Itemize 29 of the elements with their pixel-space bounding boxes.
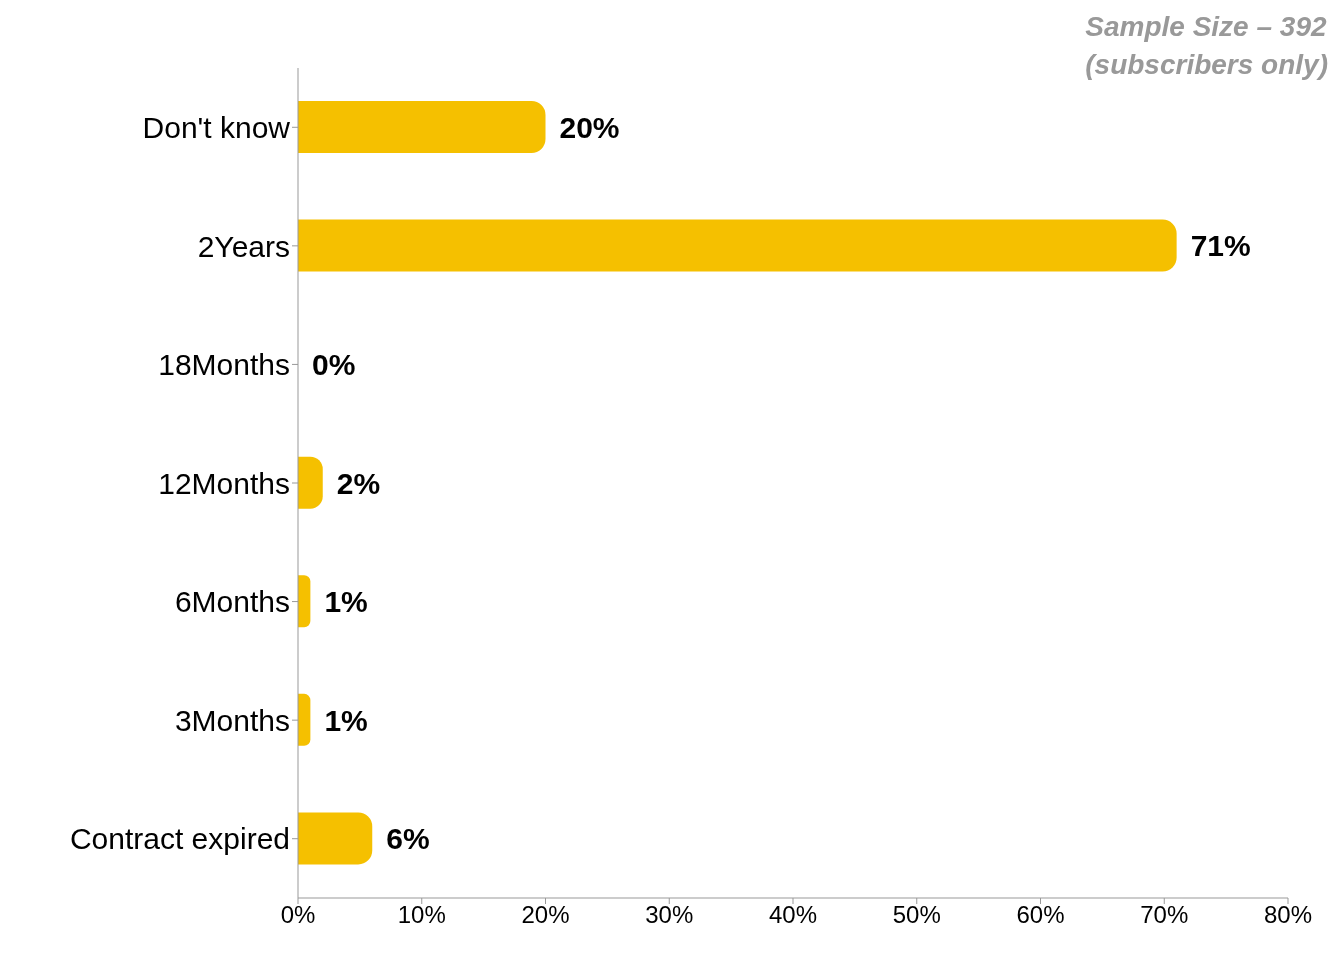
text: Sample Size – 392 <box>1085 10 1328 44</box>
x-tick-label: 70% <box>1140 901 1189 929</box>
annotation: (subscribers only) <box>1085 48 1328 82</box>
y-tick-label: 2Years <box>197 229 290 263</box>
y-tick-label: 18Months <box>158 348 290 382</box>
y-tick-label: 6Months <box>174 585 290 619</box>
data-label: 1% <box>324 585 368 619</box>
bar <box>298 456 323 509</box>
y-tick-label: 12Months <box>158 466 290 500</box>
data-label: 71% <box>1190 229 1251 263</box>
data-label: 2% <box>336 466 381 500</box>
x-tick-label: 40% <box>768 901 818 929</box>
x-tick-label: 60% <box>1016 901 1065 929</box>
y-tick-label: 3Months <box>174 703 290 737</box>
data-label: 0% <box>312 347 356 381</box>
x-tick-label: 0% <box>280 901 316 929</box>
y-tick-label: Don't know <box>142 110 291 144</box>
x-tick-label: 30% <box>645 901 694 929</box>
bar <box>298 812 373 865</box>
x-tick-label: 20% <box>521 901 570 929</box>
data-label: 20% <box>559 110 620 144</box>
y-tick-label: Contract expired <box>69 822 290 856</box>
x-tick-label: 50% <box>892 901 941 929</box>
bar <box>298 219 1177 272</box>
x-tick-label: 80% <box>1263 901 1313 929</box>
data-label: 1% <box>324 703 368 737</box>
data-label: 6% <box>386 822 430 856</box>
x-tick-label: 10% <box>397 901 446 929</box>
bar <box>298 101 546 153</box>
